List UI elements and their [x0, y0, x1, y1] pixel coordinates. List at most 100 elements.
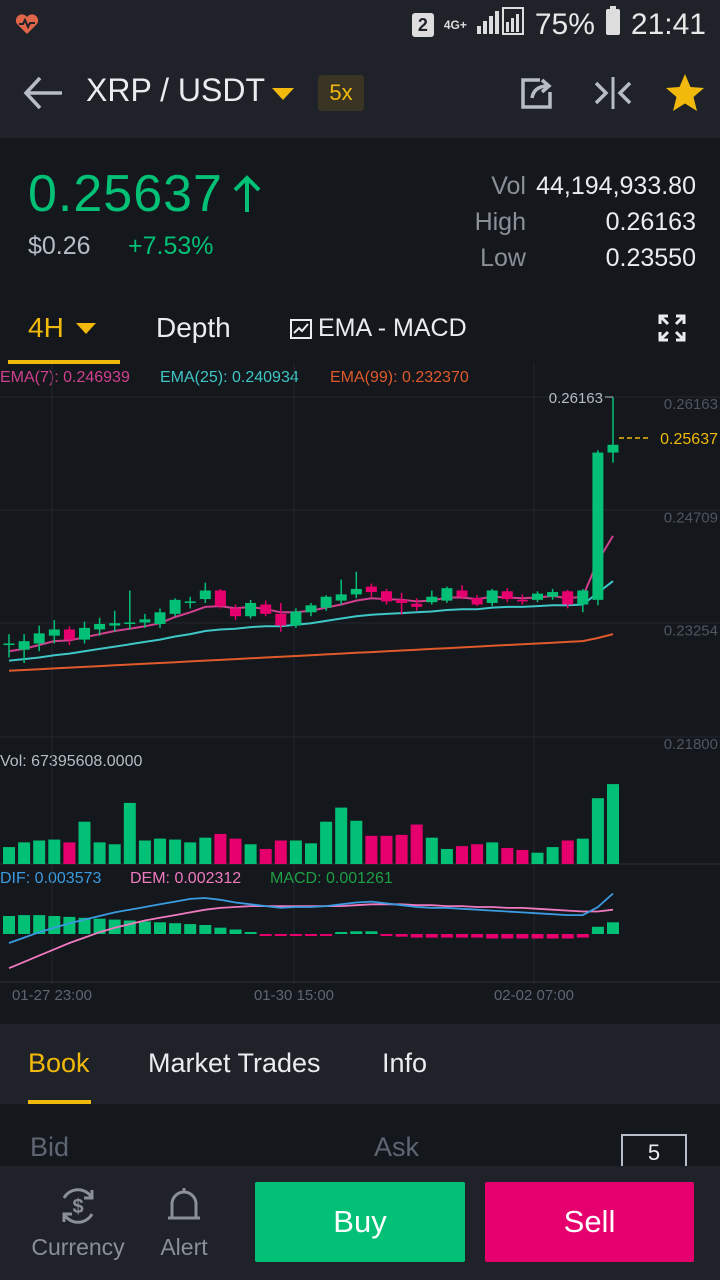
candle-body: [532, 593, 543, 600]
currency-icon: $: [62, 1188, 94, 1224]
macd-histogram-bar: [486, 934, 499, 939]
candle-body: [290, 611, 302, 626]
tab-info[interactable]: Info: [382, 1048, 428, 1078]
up-arrow-icon: [232, 174, 262, 219]
volume-bar: [546, 847, 559, 864]
macd-histogram-bar: [3, 916, 15, 934]
macd-histogram-bar: [410, 934, 423, 938]
high-marker-label: 0.26163: [549, 390, 603, 407]
candle-body: [381, 591, 392, 602]
macd-histogram-bar: [229, 929, 242, 934]
depth-selector[interactable]: 5: [621, 1134, 687, 1168]
volume-bar: [395, 834, 408, 864]
book-tabs: Book Market Trades Info: [0, 1024, 720, 1104]
tab-depth[interactable]: Depth: [156, 312, 231, 343]
candle-body: [63, 629, 75, 640]
fullscreen-icon[interactable]: [658, 314, 686, 347]
status-bar: 2 4G+ 75% 21:41: [0, 0, 720, 50]
volume-bar: [63, 842, 76, 864]
candle-body: [350, 588, 362, 595]
candle-body: [562, 591, 574, 605]
favorite-star-icon[interactable]: [664, 72, 706, 119]
volume-bar: [169, 839, 182, 864]
volume-bar: [425, 837, 438, 864]
tab-market-trades[interactable]: Market Trades: [148, 1048, 321, 1078]
macd-histogram-bar: [274, 934, 287, 936]
currency-button[interactable]: $ Currency: [30, 1184, 126, 1261]
candle-body: [214, 590, 226, 607]
interval-dropdown-icon[interactable]: [76, 323, 96, 334]
buy-button[interactable]: Buy: [255, 1182, 465, 1262]
macd-histogram-bar: [199, 925, 212, 934]
candle-body: [592, 452, 604, 600]
volume-bar: [591, 798, 604, 864]
sell-button[interactable]: Sell: [485, 1182, 694, 1262]
candle-body: [275, 613, 287, 626]
macd-histogram-bar: [18, 915, 31, 934]
macd-histogram-bar: [561, 934, 574, 939]
candle-body: [396, 599, 408, 603]
candle-body: [245, 602, 257, 617]
pair-dropdown-icon[interactable]: [272, 88, 294, 100]
bell-icon: [168, 1188, 200, 1220]
volume-bar: [531, 852, 544, 864]
volume-bar: [456, 846, 468, 864]
macd-histogram-bar: [214, 927, 227, 934]
ema7-label: EMA(7): 0.246939: [0, 369, 130, 386]
macd-histogram-bar: [531, 934, 544, 939]
ticker-stats: Vol 44,194,933.80 High 0.26163 Low 0.23550: [446, 168, 696, 276]
dif-line: [8, 892, 614, 944]
volume-bar: [184, 842, 197, 864]
indicator-chart-icon: [290, 318, 312, 339]
candle-body: [184, 601, 196, 603]
volume-bar: [18, 842, 31, 864]
tab-interval[interactable]: 4H: [28, 312, 64, 343]
macd-histogram-bar: [154, 922, 166, 934]
share-icon[interactable]: [518, 74, 556, 117]
candle-body: [577, 590, 589, 605]
macd-histogram-bar: [289, 934, 302, 936]
candle-body: [109, 623, 121, 626]
volume-bar: [123, 802, 136, 864]
battery-percent: 75%: [534, 8, 595, 41]
price-axis-label: 0.26163: [664, 396, 718, 413]
macd-histogram-bar: [607, 922, 619, 934]
svg-text:$: $: [72, 1196, 83, 1218]
compare-icon[interactable]: [592, 74, 634, 117]
macd-histogram-bar: [48, 916, 61, 934]
macd-histogram-bar: [591, 926, 604, 934]
tab-underline: [8, 360, 120, 364]
macd-histogram-bar: [33, 915, 46, 934]
macd-histogram-bar: [78, 917, 91, 934]
candle-body: [33, 633, 45, 644]
macd-histogram-bar: [259, 934, 272, 936]
candle-body: [411, 603, 423, 607]
candle-body: [124, 622, 136, 625]
pair-selector[interactable]: XRP / USDT: [86, 72, 265, 108]
volume-bar: [78, 821, 91, 864]
low-label: Low: [480, 244, 526, 272]
macd-histogram-bar: [440, 934, 453, 938]
tab-indicators[interactable]: EMA - MACD: [290, 314, 467, 343]
volume-bar: [259, 848, 272, 864]
back-arrow-icon[interactable]: [22, 74, 64, 117]
volume-bar: [576, 838, 589, 864]
candlestick-chart[interactable]: EMA(7): 0.246939 EMA(25): 0.240934 EMA(9…: [0, 364, 720, 1024]
bid-header: Bid: [30, 1132, 70, 1162]
battery-icon: [605, 6, 621, 44]
candle-body: [139, 619, 151, 623]
volume-bar: [229, 838, 242, 864]
volume-bar: [320, 821, 333, 864]
last-price-label: 0.25637: [660, 431, 718, 448]
volume-bar: [501, 848, 514, 864]
volume-label: Vol: 67395608.0000: [0, 753, 142, 770]
tab-book[interactable]: Book: [28, 1048, 90, 1078]
ask-header: Ask: [374, 1132, 420, 1162]
candle-body: [3, 643, 15, 646]
alert-button[interactable]: Alert: [156, 1184, 212, 1261]
candle-body: [320, 596, 332, 608]
volume-bar: [471, 844, 484, 864]
vol-label: Vol: [491, 172, 526, 200]
volume-bar: [3, 847, 15, 864]
high-label: High: [474, 208, 526, 236]
